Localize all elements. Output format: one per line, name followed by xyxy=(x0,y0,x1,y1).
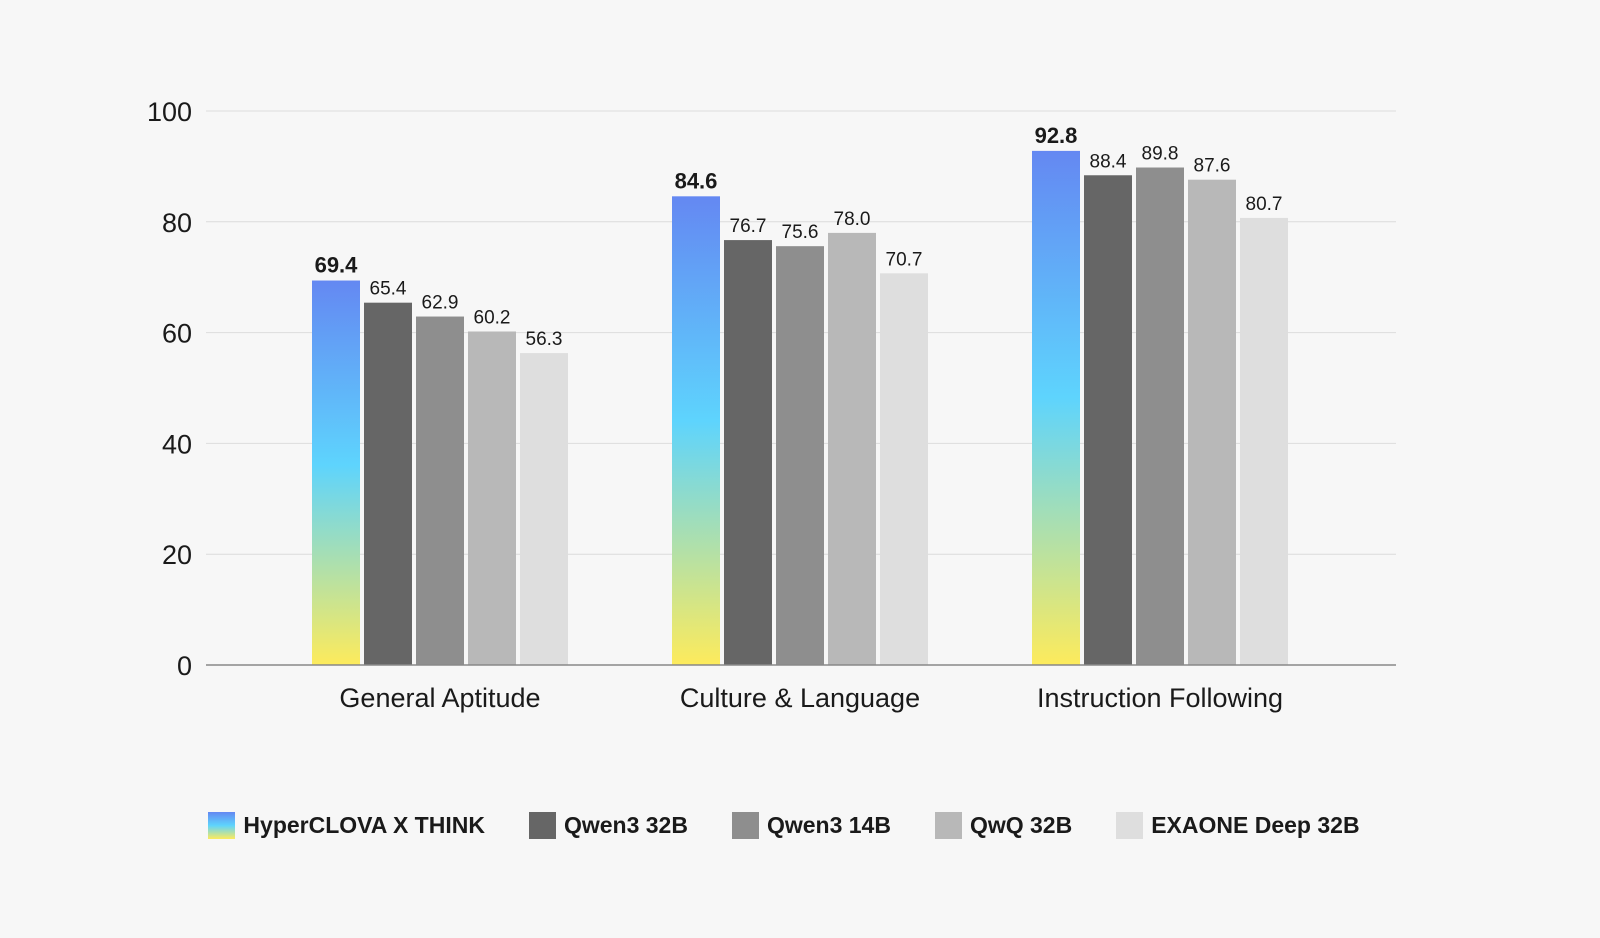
x-category-label: General Aptitude xyxy=(339,683,540,713)
bar-hyperclova-x-think-1 xyxy=(672,196,720,666)
bar-qwen3-32b-0 xyxy=(364,302,412,665)
value-label: 69.4 xyxy=(315,253,359,278)
bar-qwq-32b-0 xyxy=(468,331,516,665)
bar-hyperclova-x-think-0 xyxy=(312,280,360,665)
legend-item: HyperCLOVA X THINK xyxy=(208,812,485,839)
y-tick-label: 100 xyxy=(147,97,192,127)
legend-item: QwQ 32B xyxy=(934,812,1073,839)
legend-label: EXAONE Deep 32B xyxy=(1151,812,1360,838)
y-tick-label: 80 xyxy=(162,208,192,238)
legend-label: Qwen3 32B xyxy=(563,812,688,838)
value-labels: 69.4 65.4 62.9 60.2 56.3 84.6 76.7 75.6 78.0 70.7… xyxy=(315,123,1283,350)
bars xyxy=(312,150,1288,666)
legend-swatch xyxy=(1116,812,1144,839)
axes: 0 20 40 60 80 100 General Aptitude Culture & La… xyxy=(147,97,1396,713)
value-label: 87.6 xyxy=(1194,156,1231,177)
value-label: 75.6 xyxy=(782,222,819,243)
y-tick-label: 20 xyxy=(162,540,192,570)
bar-qwen3-32b-2 xyxy=(1084,175,1132,665)
y-tick-label: 40 xyxy=(162,429,192,459)
bar-exaone-deep-32b-2 xyxy=(1240,217,1288,665)
bar-qwen3-14b-1 xyxy=(776,246,824,665)
legend-swatch xyxy=(208,812,236,839)
value-label: 56.3 xyxy=(526,329,563,350)
bar-qwen3-32b-1 xyxy=(724,240,772,665)
legend-label: Qwen3 14B xyxy=(766,812,891,838)
x-category-label: Instruction Following xyxy=(1037,683,1283,713)
bar-qwq-32b-1 xyxy=(828,232,876,665)
value-label: 84.6 xyxy=(675,168,718,193)
legend-label: HyperCLOVA X THINK xyxy=(243,812,485,838)
value-label: 80.7 xyxy=(1246,194,1283,215)
value-label: 65.4 xyxy=(370,279,407,300)
x-category-label: Culture & Language xyxy=(680,683,920,713)
bar-exaone-deep-32b-1 xyxy=(880,273,928,665)
legend-item: Qwen3 32B xyxy=(528,812,688,839)
legend-swatch xyxy=(934,812,962,839)
value-label: 78.0 xyxy=(834,209,871,230)
y-tick-label: 0 xyxy=(177,651,192,681)
legend-swatch xyxy=(528,812,556,839)
value-label: 76.7 xyxy=(730,216,767,237)
value-label: 88.4 xyxy=(1090,151,1127,172)
value-label: 60.2 xyxy=(474,307,511,328)
bar-qwen3-14b-0 xyxy=(416,316,464,665)
bar-hyperclova-x-think-2 xyxy=(1032,150,1080,665)
legend-swatch xyxy=(731,812,759,839)
bar-qwen3-14b-2 xyxy=(1136,167,1184,665)
y-tick-label: 60 xyxy=(162,319,192,349)
legend-item: Qwen3 14B xyxy=(731,812,891,839)
bar-exaone-deep-32b-0 xyxy=(520,353,568,665)
legend-item: EXAONE Deep 32B xyxy=(1116,812,1360,839)
legend: HyperCLOVA X THINK Qwen3 32B Qwen3 14B QwQ … xyxy=(0,812,1584,839)
legend-label: QwQ 32B xyxy=(969,812,1073,838)
value-label: 92.8 xyxy=(1035,123,1078,148)
value-label: 70.7 xyxy=(886,249,923,270)
value-label: 62.9 xyxy=(422,293,459,314)
bar-qwq-32b-2 xyxy=(1188,179,1236,666)
value-label: 89.8 xyxy=(1142,144,1179,165)
